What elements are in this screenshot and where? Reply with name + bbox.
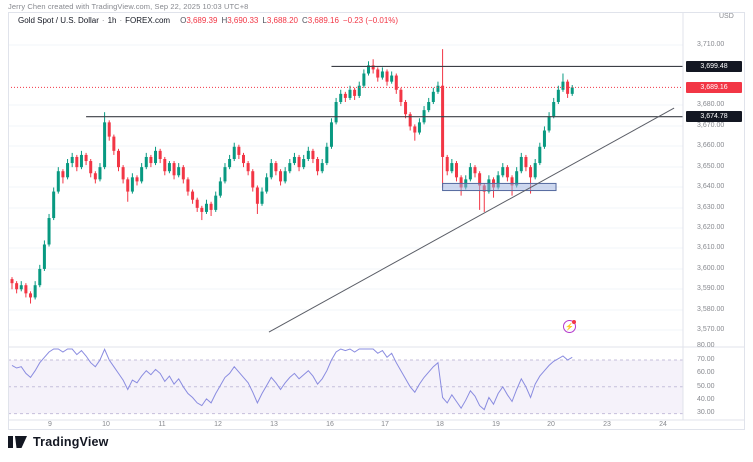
rsi-axis-label: 30.00 <box>697 409 715 416</box>
time-axis-label: 11 <box>158 421 166 428</box>
rsi-axis-label: 60.00 <box>697 369 715 376</box>
time-axis-label: 19 <box>492 421 500 428</box>
low-value: 3,688.20 <box>266 16 298 25</box>
low-label: L <box>262 16 267 25</box>
chart-attribution: Jerry Chen created with TradingView.com,… <box>8 2 249 11</box>
time-axis-label: 13 <box>270 421 278 428</box>
price-tag-last-price: 3,689.16 <box>686 82 742 93</box>
price-axis-label: 3,580.00 <box>697 306 725 313</box>
boost-icon[interactable]: ⚡ <box>563 320 576 333</box>
notification-dot <box>572 320 576 324</box>
time-axis-label: 17 <box>381 421 389 428</box>
rsi-axis-label: 50.00 <box>697 383 715 390</box>
price-axis-label: 3,610.00 <box>697 244 725 251</box>
symbol-title: Gold Spot / U.S. Dollar <box>18 16 99 25</box>
separator-dot: · <box>119 16 123 25</box>
rsi-axis-label: 70.00 <box>697 356 715 363</box>
close-value: 3,689.16 <box>307 16 339 25</box>
price-axis-label: 3,670.00 <box>697 122 725 129</box>
ohlc-values: O3,689.39 H3,690.33 L3,688.20 C3,689.16 −0.2… <box>176 16 398 25</box>
price-tag-level-high: 3,699.48 <box>686 61 742 72</box>
price-axis-label: 3,710.00 <box>697 41 725 48</box>
price-axis-label: 3,630.00 <box>697 204 725 211</box>
interval-label[interactable]: 1h <box>107 16 117 25</box>
tradingview-footer[interactable]: TradingView <box>8 434 109 450</box>
price-axis-label: 3,620.00 <box>697 224 725 231</box>
time-axis-label: 20 <box>547 421 555 428</box>
rsi-axis-label: 80.00 <box>697 342 715 349</box>
price-axis-label: 3,570.00 <box>697 326 725 333</box>
currency-label: USD <box>719 13 734 20</box>
price-axis-label: 3,590.00 <box>697 285 725 292</box>
time-axis-label: 18 <box>436 421 444 428</box>
price-axis-label: 3,660.00 <box>697 142 725 149</box>
time-axis[interactable]: 9 10 11 12 13 16 17 18 19 20 23 24 <box>8 420 745 430</box>
price-axis-label: 3,600.00 <box>697 265 725 272</box>
time-axis-label: 9 <box>48 421 52 428</box>
price-axis-label: 3,650.00 <box>697 163 725 170</box>
time-axis-label: 12 <box>214 421 222 428</box>
change-value: −0.23 (−0.01%) <box>342 16 399 25</box>
price-tag-level-low: 3,674.78 <box>686 111 742 122</box>
open-label: O <box>180 16 187 25</box>
time-axis-label: 16 <box>326 421 334 428</box>
price-axis-label: 3,640.00 <box>697 183 725 190</box>
price-axis[interactable]: 3,710.00 3,680.00 3,670.00 3,660.00 3,650.00… <box>684 12 745 347</box>
time-axis-label: 23 <box>603 421 611 428</box>
close-label: C <box>301 16 308 25</box>
separator-dot: · <box>101 16 105 25</box>
high-label: H <box>221 16 228 25</box>
tradingview-brand-text: TradingView <box>33 435 109 449</box>
tradingview-logo-icon <box>8 436 27 448</box>
rsi-axis-label: 40.00 <box>697 396 715 403</box>
open-value: 3,689.39 <box>186 16 218 25</box>
lightning-icon: ⚡ <box>565 323 574 331</box>
time-axis-label: 24 <box>659 421 667 428</box>
symbol-info-bar[interactable]: Gold Spot / U.S. Dollar · 1h · FOREX.com O3,6… <box>18 16 398 25</box>
rsi-axis[interactable]: 80.00 70.00 60.00 50.00 40.00 30.00 <box>684 342 745 420</box>
price-axis-label: 3,680.00 <box>697 101 725 108</box>
exchange-label: FOREX.com <box>125 16 171 25</box>
time-axis-label: 10 <box>102 421 110 428</box>
high-value: 3,690.33 <box>227 16 259 25</box>
